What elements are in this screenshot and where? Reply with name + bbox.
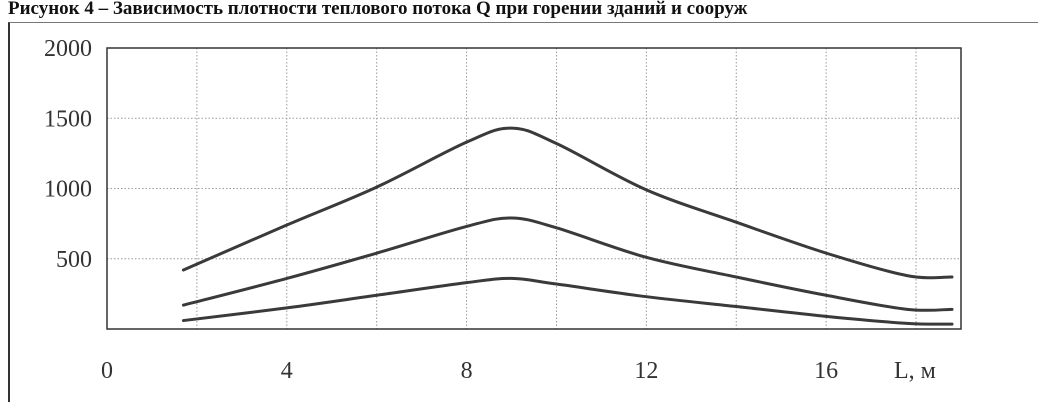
plot-area-border bbox=[106, 47, 962, 330]
x-tick-label: 8 bbox=[461, 358, 473, 384]
series-line-1 bbox=[181, 126, 954, 280]
chart-title: Рисунок 4 – Зависимость плотности теплов… bbox=[8, 0, 748, 19]
x-axis-label: L, м bbox=[894, 358, 936, 384]
x-tick-label: 12 bbox=[634, 358, 658, 384]
series-line-3 bbox=[181, 276, 954, 326]
y-tick-label: 1500 bbox=[44, 106, 92, 132]
series-line-2 bbox=[181, 216, 954, 312]
x-tick-label: 0 bbox=[101, 358, 113, 384]
x-tick-label: 4 bbox=[281, 358, 293, 384]
y-tick-label: 500 bbox=[56, 247, 92, 273]
y-tick-label: 2000 bbox=[44, 36, 92, 62]
y-tick-label: 1000 bbox=[44, 177, 92, 203]
series-lines bbox=[181, 126, 954, 326]
tick-labels: 2000 1500 1000 500 0 4 8 12 16 L, м bbox=[44, 36, 936, 384]
chart-frame bbox=[8, 22, 1038, 402]
axes bbox=[106, 47, 962, 330]
x-tick-label: 16 bbox=[814, 358, 838, 384]
grid bbox=[107, 47, 961, 329]
